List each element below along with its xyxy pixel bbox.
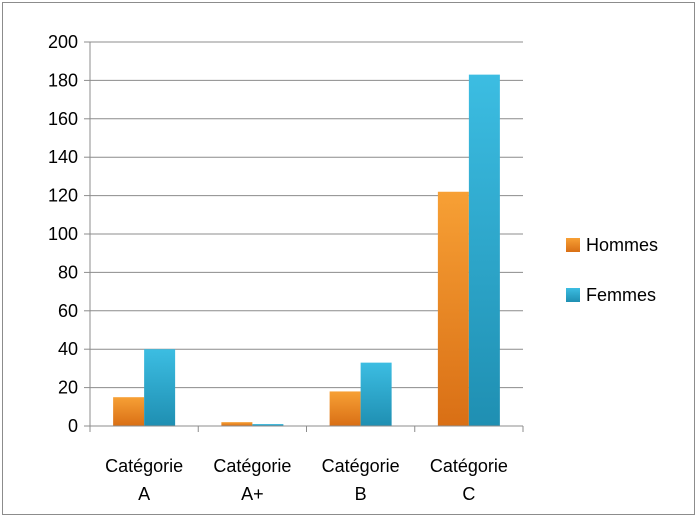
x-category-label: C (462, 484, 475, 504)
bar-hommes-3 (329, 391, 361, 426)
bars (113, 74, 500, 426)
x-category-label: Catégorie (322, 456, 400, 476)
x-category-label: Catégorie (213, 456, 291, 476)
y-tick-label: 120 (48, 186, 78, 206)
y-tick-label: 140 (48, 147, 78, 167)
y-tick-label: 160 (48, 109, 78, 129)
bar-hommes-2 (221, 422, 253, 426)
x-category-label: Catégorie (430, 456, 508, 476)
legend-swatch-hommes (566, 238, 580, 252)
y-tick-label: 180 (48, 70, 78, 90)
bar-hommes-1 (113, 397, 145, 426)
axes (84, 41, 524, 432)
x-category-label: B (355, 484, 367, 504)
y-tick-label: 100 (48, 224, 78, 244)
x-category-label: A (138, 484, 150, 504)
x-axis-category-labels: Catégorie A Catégorie A+ Catégorie B Catégorie… (105, 456, 508, 504)
y-tick-label: 0 (68, 416, 78, 436)
bar-femmes-1 (144, 349, 176, 426)
y-axis-tick-labels: 0 20 40 60 80 100 120 140 160 180 200 (48, 32, 78, 436)
y-tick-label: 80 (58, 262, 78, 282)
bar-hommes-4 (437, 191, 469, 426)
x-category-label: Catégorie (105, 456, 183, 476)
y-tick-label: 40 (58, 339, 78, 359)
legend-label-hommes: Hommes (586, 235, 658, 255)
legend-swatch-femmes (566, 288, 580, 302)
bar-femmes-3 (360, 362, 392, 426)
x-category-label: A+ (241, 484, 264, 504)
y-tick-label: 200 (48, 32, 78, 52)
bar-femmes-4 (468, 74, 500, 426)
bar-femmes-2 (252, 424, 284, 426)
y-tick-label: 20 (58, 378, 78, 398)
legend-label-femmes: Femmes (586, 285, 656, 305)
chart-frame (2, 2, 695, 515)
legend: Hommes Femmes (566, 235, 658, 305)
y-tick-label: 60 (58, 301, 78, 321)
